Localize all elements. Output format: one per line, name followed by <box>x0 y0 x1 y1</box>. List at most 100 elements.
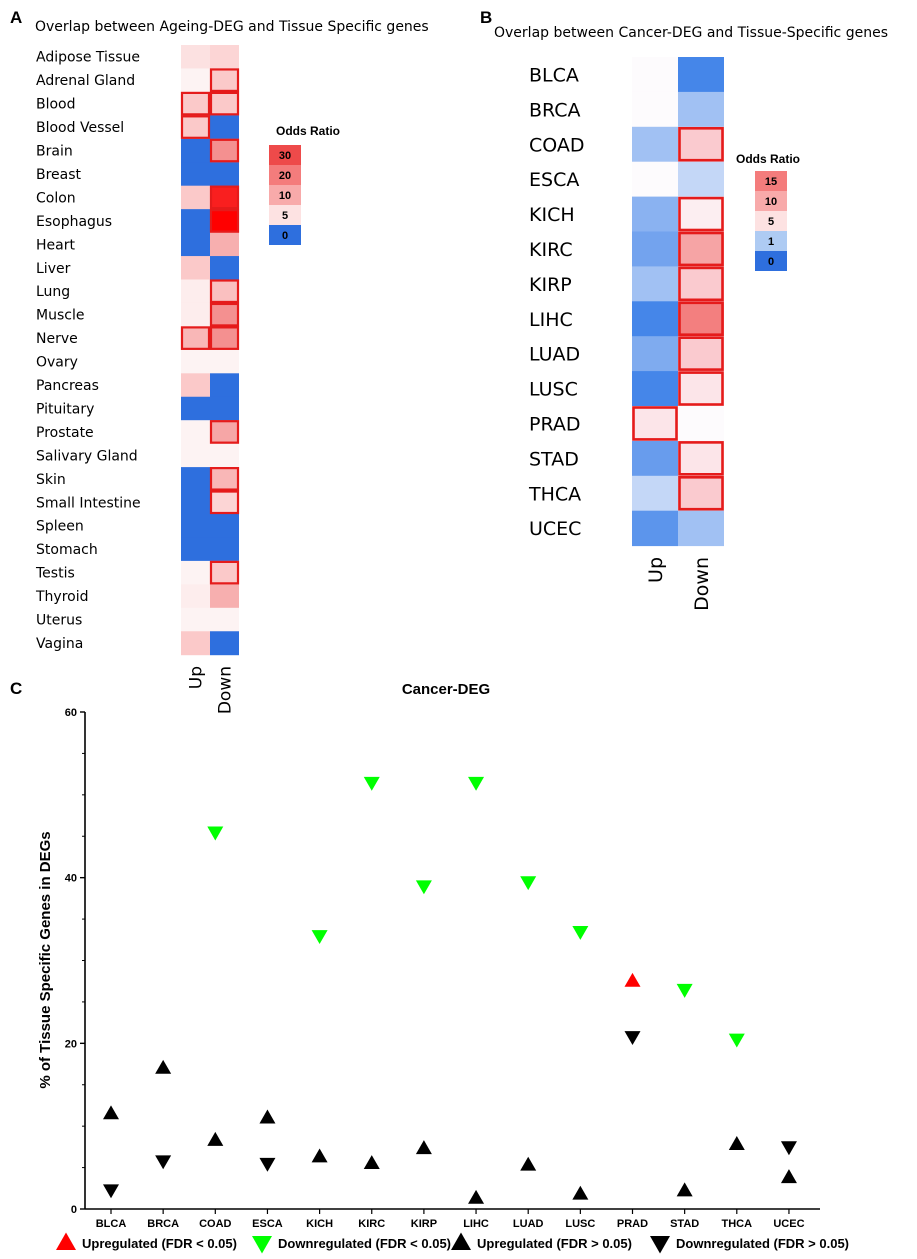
heatmap-a-cell <box>210 256 239 280</box>
heatmap-a-column-label: Down <box>216 666 236 714</box>
legend-b-value: 10 <box>765 196 777 208</box>
heatmap-b-row-label: KICH <box>529 204 575 226</box>
y-tick-label: 0 <box>71 1204 77 1216</box>
data-point-up <box>155 1059 172 1074</box>
heatmap-b-cell <box>632 266 678 302</box>
heatmap-a-cell <box>210 326 239 351</box>
panel-b-title: Overlap between Cancer-DEG and Tissue-Sp… <box>494 25 888 41</box>
scatter-title: Cancer-DEG <box>402 681 490 698</box>
x-tick-label: LIHC <box>463 1218 489 1230</box>
data-point-up <box>415 1140 432 1155</box>
heatmap-a-cell <box>181 279 210 304</box>
heatmap-b-cell <box>678 336 724 372</box>
y-axis-label: % of Tissue Specific Genes in DEGs <box>37 831 54 1088</box>
legend-a-swatch <box>269 165 301 185</box>
data-point-up <box>311 1148 328 1163</box>
heatmap-a-cell <box>181 420 210 445</box>
legend-b-value: 0 <box>768 256 774 268</box>
legend-b-swatch <box>755 171 787 191</box>
data-point-up <box>103 1105 119 1120</box>
heatmap-a-cell <box>210 443 239 468</box>
x-tick-label: PRAD <box>617 1218 648 1230</box>
heatmap-a-cell <box>181 232 210 257</box>
heatmap-b-column-label: Up <box>645 557 667 583</box>
heatmap-b-row-label: THCA <box>528 483 581 505</box>
data-point-down <box>468 776 485 791</box>
data-point-up <box>363 1155 380 1170</box>
heatmap-a-row-label: Pituitary <box>36 401 94 417</box>
data-point-down <box>624 1031 641 1046</box>
heatmap-a-cell <box>181 302 210 327</box>
heatmap-a-cell <box>210 373 239 398</box>
heatmap-a-cell <box>210 467 239 492</box>
data-point-down <box>259 1157 276 1172</box>
heatmap-a-significance-box <box>209 302 240 327</box>
heatmap-a-cell <box>181 514 210 538</box>
heatmap-a-cell <box>210 537 239 562</box>
x-tick-label: UCEC <box>773 1218 804 1230</box>
x-tick-label: KIRP <box>411 1218 437 1230</box>
legend-c-marker <box>252 1236 272 1254</box>
heatmap-a-cell <box>181 115 210 140</box>
heatmap-a-significance-box <box>180 91 211 116</box>
heatmap-b-row-label: STAD <box>529 448 579 470</box>
heatmap-a-column-label: Up <box>187 666 207 689</box>
x-tick-label: BLCA <box>96 1218 127 1230</box>
heatmap-a-significance-box <box>209 490 240 515</box>
heatmap-a-row-label: Blood <box>36 97 76 113</box>
legend-a-title: Odds Ratio <box>276 124 340 138</box>
x-tick-label: STAD <box>670 1218 699 1230</box>
heatmap-a-cell <box>181 162 210 187</box>
heatmap-a-cell <box>181 91 210 116</box>
heatmap-b-cell <box>678 440 724 477</box>
legend-c-label: Upregulated (FDR > 0.05) <box>477 1236 632 1251</box>
data-point-down <box>207 826 224 841</box>
heatmap-b-significance-box <box>678 475 724 511</box>
x-tick-label: BRCA <box>147 1218 179 1230</box>
heatmap-b-cell <box>632 371 678 407</box>
heatmap-a-cell <box>181 68 210 93</box>
legend-a-value: 10 <box>279 190 291 202</box>
heatmap-a-cell <box>210 490 239 515</box>
heatmap-b-significance-box <box>678 231 724 267</box>
heatmap-b-significance-box <box>678 441 724 476</box>
y-tick-label: 60 <box>65 707 77 719</box>
heatmap-a-cell <box>181 256 210 280</box>
data-point-down <box>311 930 328 945</box>
heatmap-b-row-label: LIHC <box>529 309 573 331</box>
panel-a-heatmap: A Overlap between Ageing-DEG and Tissue S… <box>10 8 429 714</box>
heatmap-a-cell <box>210 162 239 187</box>
data-point-down <box>520 876 537 891</box>
heatmap-b-cell <box>632 510 678 547</box>
heatmap-b-cell <box>678 57 724 93</box>
heatmap-b-significance-box <box>678 266 724 302</box>
heatmap-a-cell <box>210 209 239 234</box>
x-tick-label: KICH <box>306 1218 333 1230</box>
heatmap-b-cell <box>632 231 678 267</box>
heatmap-a-cell <box>210 584 239 609</box>
panel-letter-a: A <box>10 8 22 27</box>
heatmap-a-row-label: Lung <box>36 284 70 300</box>
heatmap-a-cell <box>181 396 210 421</box>
heatmap-a-row-label: Salivary Gland <box>36 448 138 464</box>
data-point-up <box>207 1131 224 1146</box>
data-point-up <box>676 1182 693 1197</box>
legend-c-label: Upregulated (FDR < 0.05) <box>82 1236 237 1251</box>
heatmap-a-row-label: Stomach <box>36 542 98 558</box>
legend-b-value: 5 <box>768 216 774 228</box>
data-point-down <box>572 925 589 940</box>
heatmap-a-row-label: Breast <box>36 167 82 183</box>
legend-b-swatch <box>755 231 787 251</box>
heatmap-a-cell <box>210 302 239 327</box>
heatmap-b-row-label: BRCA <box>529 99 581 121</box>
x-tick-label: KIRC <box>358 1218 385 1230</box>
legend-c-marker <box>56 1232 76 1250</box>
heatmap-a-cell <box>181 209 210 234</box>
heatmap-b-cell <box>678 231 724 267</box>
heatmap-b-significance-box <box>678 301 724 336</box>
legend-a-value: 0 <box>282 230 288 242</box>
legend-c-marker <box>650 1236 670 1254</box>
heatmap-a-row-label: Muscle <box>36 308 84 324</box>
data-point-up <box>259 1109 276 1124</box>
heatmap-b-row-label: LUAD <box>529 344 580 366</box>
